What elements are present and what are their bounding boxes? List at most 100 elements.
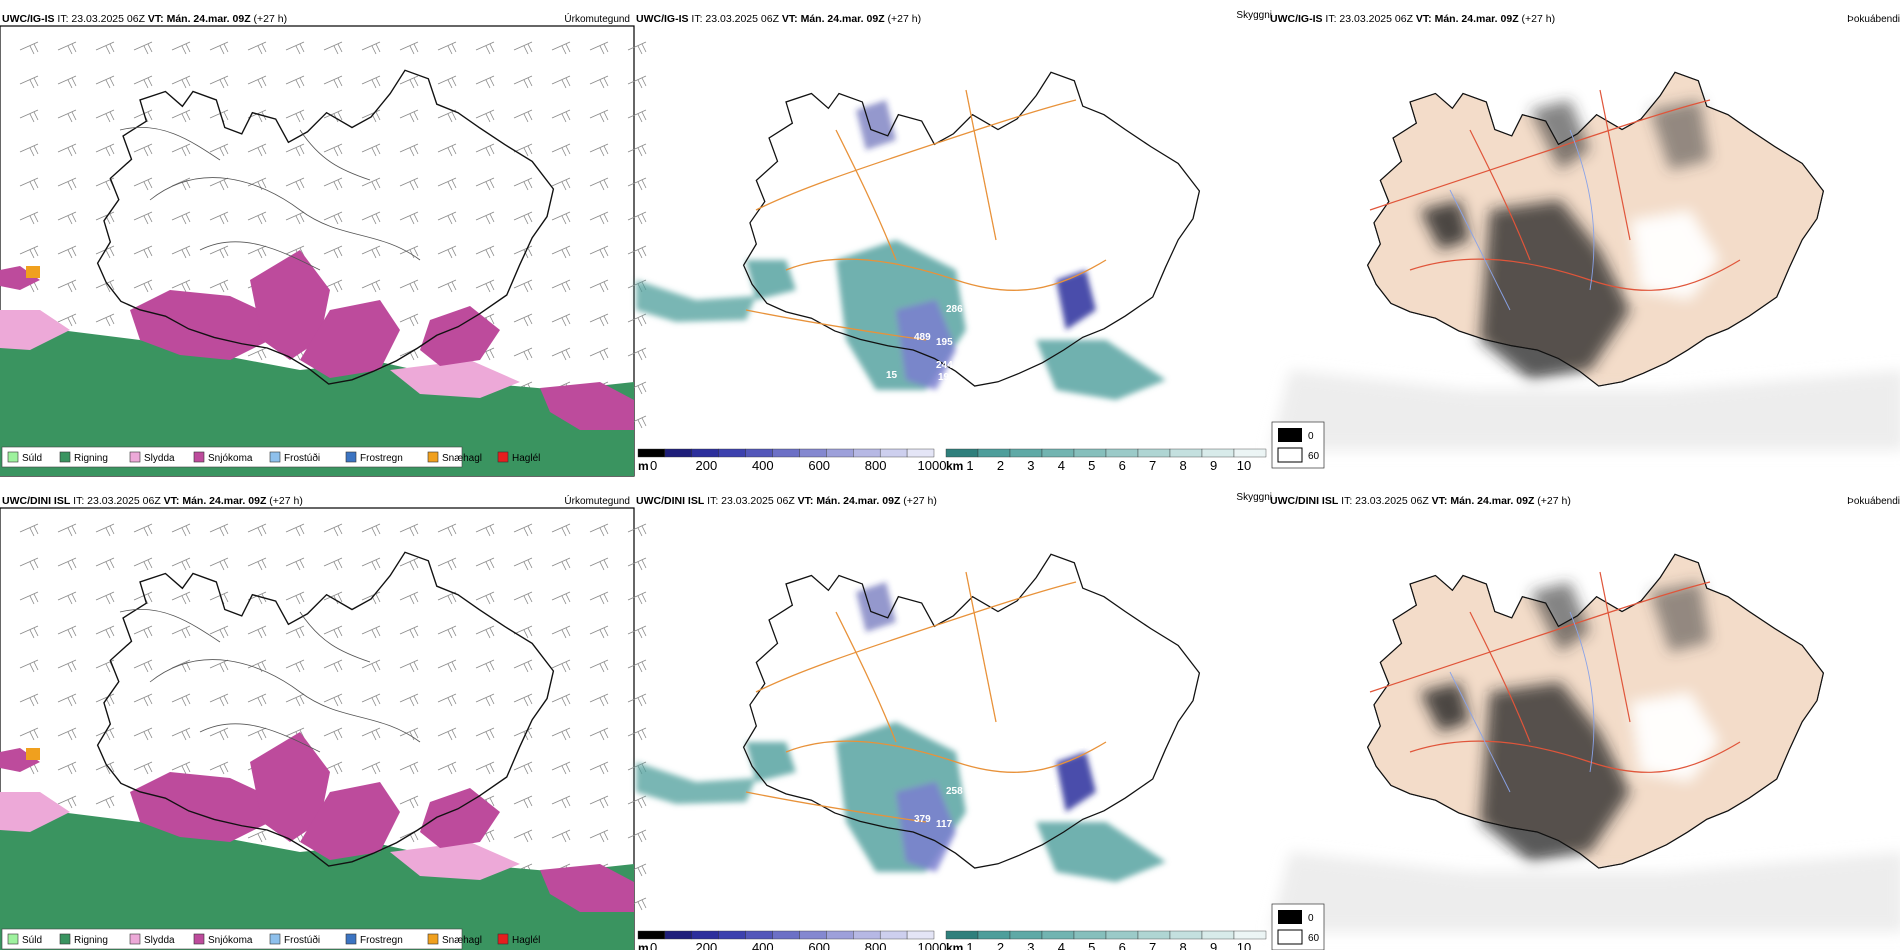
cloud-base-value: 489: [914, 332, 931, 343]
scale-swatch: [1201, 930, 1235, 940]
scale-tick: 1: [966, 458, 973, 473]
scale-tick: 7: [1149, 458, 1156, 473]
cloud-base-value: 265: [996, 332, 1013, 343]
cloud-base-value: 414: [902, 218, 919, 229]
scale-tick: 2: [997, 458, 1004, 473]
legend-swatch: [427, 451, 439, 463]
legend-label: Rigning: [74, 935, 108, 946]
scale-tick: 200: [696, 458, 718, 473]
scale-swatch: [637, 448, 666, 458]
fog-legend: 0 60: [1271, 903, 1325, 950]
cloud-base-value: 193: [938, 372, 955, 383]
scale-swatch: [691, 930, 719, 940]
scale-tick: 6: [1119, 458, 1126, 473]
cloud-base-value: 202: [768, 332, 785, 343]
scale-tick: 0: [650, 458, 657, 473]
cloud-base-value: 15: [886, 370, 898, 381]
legend-label: Súld: [22, 935, 42, 946]
scale-swatch: [664, 448, 693, 458]
fog-swatch-0: [1278, 910, 1302, 924]
legend-label: Frostúði: [284, 452, 320, 464]
scale-swatch: [1169, 930, 1203, 940]
fog-swatch-60: [1277, 929, 1303, 945]
scale-tick: 600: [808, 940, 830, 950]
scale-swatch: [664, 930, 693, 940]
cloud-base-unit: m: [638, 459, 649, 473]
scale-tick: 1000: [918, 458, 947, 473]
cloud-base-value: 239: [1002, 784, 1019, 795]
cloud-base-value: 385: [1104, 720, 1121, 731]
fog-legend-label: 0: [1308, 431, 1314, 442]
rivers: [1449, 611, 1595, 793]
legend-swatch: [59, 933, 71, 945]
scale-swatch: [718, 448, 746, 458]
roads: [745, 89, 1107, 341]
scale-tick: 10: [1237, 458, 1251, 473]
fog-legend-label: 0: [1308, 913, 1314, 924]
legend-label: Haglél: [512, 935, 540, 946]
legend-label: Frostúði: [284, 934, 320, 946]
scale-swatch: [1105, 448, 1139, 458]
precip-panel-header: UWC/DINI ISL IT: 23.03.2025 06Z VT: Mán.…: [2, 495, 303, 507]
scale-swatch: [1073, 448, 1107, 458]
cloud-panel-title: Skyggni: [1236, 10, 1272, 21]
legend-swatch: [129, 451, 141, 463]
scale-swatch: [1041, 930, 1075, 940]
cloud-base-scale: m 0 200 400 600 800 1000: [637, 448, 947, 473]
cloud-base-value: 379: [914, 814, 931, 825]
scale-swatch: [826, 930, 854, 940]
cloud-base-unit: m: [638, 941, 649, 950]
cloud-base-value: 276: [1040, 320, 1057, 331]
legend-swatch: [7, 933, 19, 945]
cloud-base-value: 244: [936, 360, 953, 371]
scale-tick: 1: [966, 940, 973, 950]
scale-swatch: [945, 930, 979, 940]
visibility-scale: km 1 2 3 4 5 6 7 8 9 10: [945, 448, 1267, 473]
scale-swatch: [745, 448, 773, 458]
scale-swatch: [879, 930, 908, 940]
cloud-base-scale: m 0 200 400 600 800 1000: [637, 930, 946, 950]
scale-swatch: [1137, 930, 1171, 940]
scale-swatch: [1169, 448, 1203, 458]
scale-swatch: [772, 930, 800, 940]
scale-swatch: [1009, 448, 1043, 458]
cloud-base-value: 258: [946, 786, 963, 797]
roads: [1369, 571, 1741, 773]
scale-swatch: [826, 448, 854, 458]
scale-tick: 5: [1088, 458, 1095, 473]
cloud-base-value: 154: [1016, 312, 1033, 323]
legend-swatch: [427, 933, 439, 945]
scale-tick: 8: [1179, 458, 1186, 473]
legend-label: Súld: [22, 453, 42, 464]
fog-fields: [1270, 582, 1900, 932]
precip-legend: Súld Rigning Slydda Snjókoma Frostúði Frostre…: [1, 446, 540, 468]
cloud-base-value: 195: [936, 337, 953, 348]
cloud-base-value: 87: [836, 240, 848, 251]
scale-tick: 8: [1179, 940, 1186, 950]
legend-label: Snæhagl: [442, 453, 482, 464]
scale-swatch: [1073, 930, 1107, 940]
cloud-fields: [636, 582, 1166, 882]
visibility-unit: km: [946, 459, 963, 473]
legend-swatch: [497, 933, 509, 945]
cloud-base-value: 334: [1016, 794, 1033, 805]
legend-swatch: [269, 451, 281, 463]
legend-label: Slydda: [144, 935, 175, 946]
scale-tick: 9: [1210, 940, 1217, 950]
legend-swatch: [345, 933, 357, 945]
cloud-base-value: 286: [946, 304, 963, 315]
scale-tick: 0: [650, 940, 657, 950]
scale-swatch: [799, 448, 827, 458]
legend-swatch: [269, 933, 281, 945]
cloud-panel-header: UWC/DINI ISL IT: 23.03.2025 06Z VT: Mán.…: [636, 495, 937, 507]
cloud-base-value: 175: [1040, 784, 1057, 795]
fog-legend-label: 60: [1308, 933, 1320, 944]
roads: [1369, 89, 1741, 291]
legend-label: Haglél: [512, 453, 540, 464]
legend-label: Snjókoma: [208, 453, 253, 464]
rivers: [1449, 129, 1595, 311]
scale-swatch: [906, 448, 935, 458]
cloud-base-value: 81: [836, 722, 848, 733]
scale-swatch: [1233, 448, 1267, 458]
cloud-base-value: 197: [996, 814, 1013, 825]
